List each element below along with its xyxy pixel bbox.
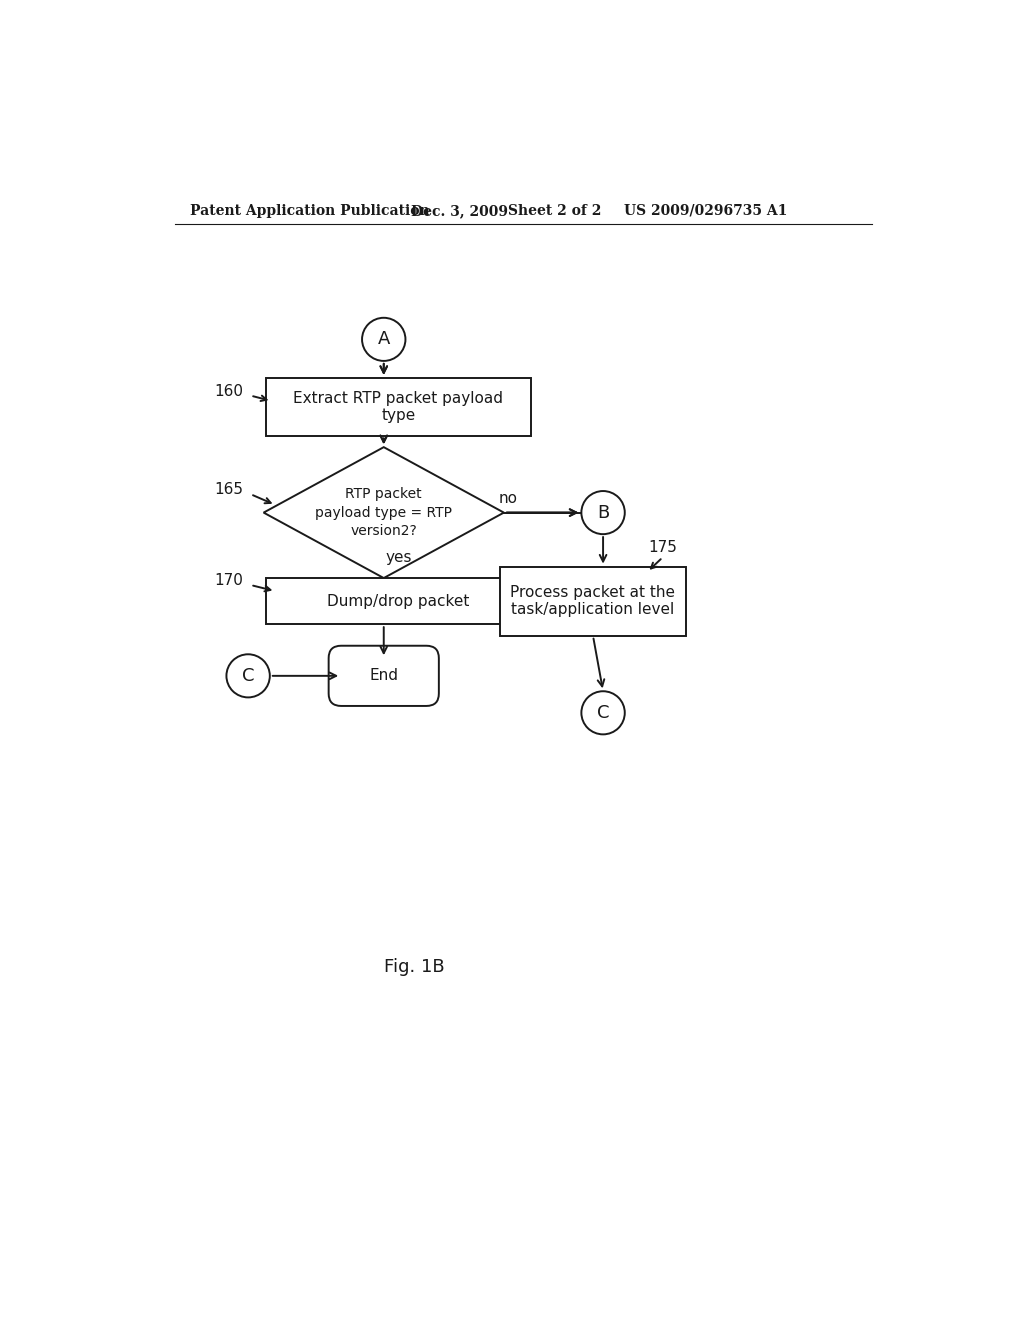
Text: 170: 170 — [214, 573, 243, 587]
Text: 160: 160 — [214, 384, 244, 399]
Text: Process packet at the
task/application level: Process packet at the task/application l… — [511, 585, 676, 618]
Circle shape — [582, 692, 625, 734]
Text: yes: yes — [386, 549, 413, 565]
Circle shape — [226, 655, 270, 697]
Bar — [500, 566, 686, 636]
Text: C: C — [597, 704, 609, 722]
Text: Sheet 2 of 2: Sheet 2 of 2 — [508, 203, 601, 218]
Text: no: no — [499, 491, 517, 507]
Text: Fig. 1B: Fig. 1B — [384, 958, 445, 975]
Text: A: A — [378, 330, 390, 348]
Circle shape — [582, 491, 625, 535]
Bar — [266, 578, 531, 624]
Circle shape — [362, 318, 406, 360]
Text: US 2009/0296735 A1: US 2009/0296735 A1 — [624, 203, 787, 218]
Text: Extract RTP packet payload
type: Extract RTP packet payload type — [294, 391, 504, 422]
Polygon shape — [263, 447, 504, 578]
Text: Dec. 3, 2009: Dec. 3, 2009 — [411, 203, 508, 218]
Bar — [266, 378, 531, 436]
Text: End: End — [370, 668, 398, 684]
Text: C: C — [242, 667, 254, 685]
Text: 175: 175 — [648, 540, 677, 554]
Text: Patent Application Publication: Patent Application Publication — [190, 203, 430, 218]
FancyBboxPatch shape — [329, 645, 439, 706]
Text: 165: 165 — [214, 482, 244, 498]
Text: RTP packet
payload type = RTP
version2?: RTP packet payload type = RTP version2? — [315, 487, 453, 539]
Text: B: B — [597, 504, 609, 521]
Text: Dump/drop packet: Dump/drop packet — [328, 594, 470, 609]
